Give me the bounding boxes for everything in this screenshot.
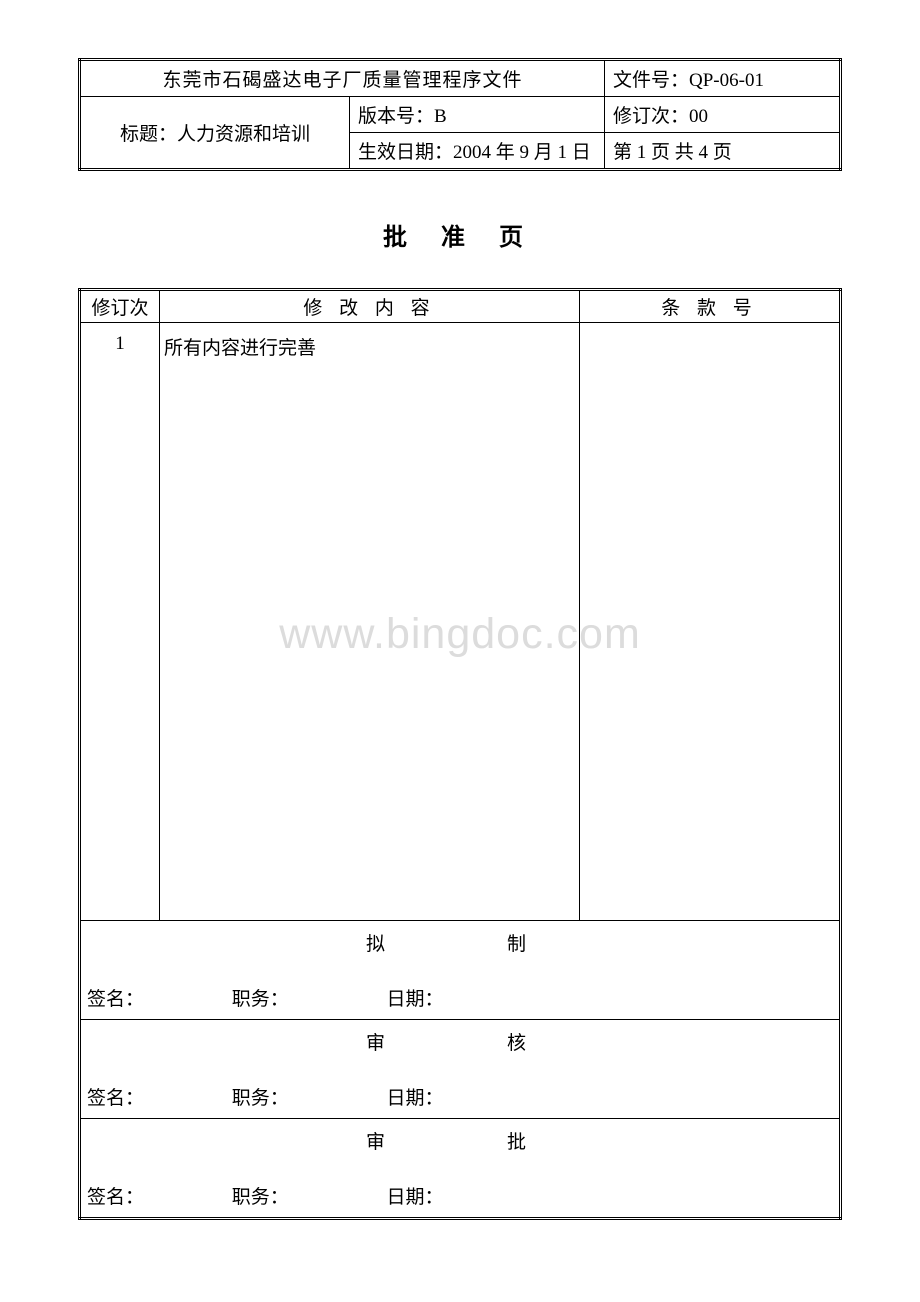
document-header-table: 东莞市石碣盛达电子厂质量管理程序文件 文件号：QP-06-01 标题：人力资源和… bbox=[78, 58, 842, 171]
draft-sign-job-label: 职务： bbox=[232, 984, 382, 1011]
draft-section-header: 拟 制 bbox=[81, 921, 839, 960]
draft-section-row: 拟 制 签名： 职务： 日期： bbox=[80, 921, 841, 1020]
approve-sign-row: 签名： 职务： 日期： bbox=[81, 1158, 839, 1217]
page-number-cell: 第 1 页 共 4 页 bbox=[605, 133, 841, 170]
revision-number-cell: 1 bbox=[80, 323, 160, 921]
approve-sign-job-label: 职务： bbox=[232, 1182, 382, 1209]
revision-content-row: 1 所有内容进行完善 bbox=[80, 323, 841, 921]
approval-main-table: 修订次 修 改 内 容 条 款 号 1 所有内容进行完善 拟 制 签名： 职务：… bbox=[78, 288, 842, 1220]
draft-sign-name-label: 签名： bbox=[87, 984, 227, 1011]
doc-no-cell: 文件号：QP-06-01 bbox=[605, 60, 841, 97]
effective-date-cell: 生效日期：2004 年 9 月 1 日 bbox=[350, 133, 605, 170]
review-sign-row: 签名： 职务： 日期： bbox=[81, 1059, 839, 1118]
review-sign-name-label: 签名： bbox=[87, 1083, 227, 1110]
subtitle-cell: 标题：人力资源和培训 bbox=[80, 97, 350, 170]
approve-sign-date-label: 日期： bbox=[387, 1182, 444, 1209]
review-sign-date-label: 日期： bbox=[387, 1083, 444, 1110]
approval-page-title: 批 准 页 bbox=[78, 217, 842, 252]
revision-clause-cell bbox=[580, 323, 841, 921]
draft-sign-row: 签名： 职务： 日期： bbox=[81, 960, 839, 1019]
col-header-content: 修 改 内 容 bbox=[160, 290, 580, 323]
draft-sign-date-label: 日期： bbox=[387, 984, 444, 1011]
approve-section-row: 审 批 签名： 职务： 日期： bbox=[80, 1119, 841, 1219]
review-section-row: 审 核 签名： 职务： 日期： bbox=[80, 1020, 841, 1119]
col-header-clause: 条 款 号 bbox=[580, 290, 841, 323]
approve-section-header: 审 批 bbox=[81, 1119, 839, 1158]
version-cell: 版本号：B bbox=[350, 97, 605, 133]
company-title-cell: 东莞市石碣盛达电子厂质量管理程序文件 bbox=[80, 60, 605, 97]
revision-content-cell: 所有内容进行完善 bbox=[160, 323, 580, 921]
col-header-revision: 修订次 bbox=[80, 290, 160, 323]
approve-sign-name-label: 签名： bbox=[87, 1182, 227, 1209]
revision-cell: 修订次：00 bbox=[605, 97, 841, 133]
review-section-header: 审 核 bbox=[81, 1020, 839, 1059]
table-header-row: 修订次 修 改 内 容 条 款 号 bbox=[80, 290, 841, 323]
review-sign-job-label: 职务： bbox=[232, 1083, 382, 1110]
